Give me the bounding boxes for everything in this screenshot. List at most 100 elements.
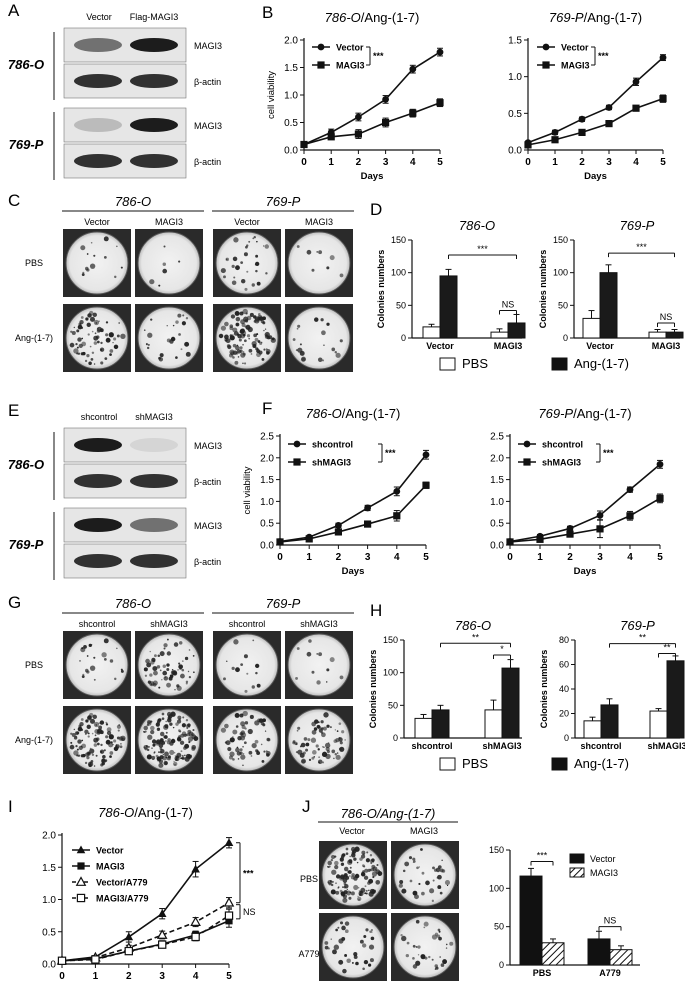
bar [414, 717, 433, 739]
colony [237, 356, 240, 358]
colony [108, 332, 114, 338]
data-point [276, 538, 284, 546]
cell-line-label: 786-O [8, 57, 44, 72]
colony [185, 317, 189, 320]
colony [261, 357, 265, 361]
data-point [393, 487, 401, 495]
colony [320, 318, 324, 322]
colony [166, 638, 169, 641]
colony [149, 279, 155, 285]
colony [369, 958, 374, 963]
colony [418, 866, 420, 868]
colony [93, 335, 99, 341]
dish [287, 633, 351, 697]
data-point [57, 956, 67, 965]
data-point [506, 538, 514, 546]
colony [238, 338, 242, 342]
colony [161, 740, 166, 745]
culture-dish [63, 304, 131, 372]
colony [143, 746, 146, 749]
colony [295, 742, 298, 746]
colony [165, 740, 167, 742]
y-tick-label: 1.5 [508, 36, 522, 47]
colony [261, 759, 265, 763]
colony [164, 676, 167, 678]
colony [77, 324, 83, 330]
colony [98, 725, 103, 730]
colony [99, 347, 105, 352]
colony [235, 352, 239, 355]
sig-label: NS [604, 916, 617, 926]
data-point [409, 109, 417, 117]
colony [438, 930, 441, 933]
colony [146, 346, 150, 350]
y-tick-label: 50 [396, 300, 406, 310]
x-axis-label: Days [342, 566, 365, 577]
colony [176, 719, 182, 724]
colony [162, 670, 168, 676]
colony [320, 720, 324, 724]
colony [255, 269, 258, 273]
data-point [191, 864, 200, 873]
colony [339, 746, 345, 752]
colony [421, 891, 425, 896]
y-axis-label: cell viability [266, 71, 277, 119]
colony [77, 726, 83, 732]
colony [149, 650, 151, 653]
colony [87, 735, 90, 738]
colony [84, 359, 88, 363]
y-tick-label: 1.5 [284, 63, 298, 74]
colony [251, 742, 257, 749]
colony [371, 931, 373, 933]
colony [334, 753, 337, 756]
colony [420, 954, 426, 960]
series-line [279, 454, 427, 543]
panel-label: G [8, 593, 21, 612]
colony [91, 753, 95, 757]
colony [256, 240, 258, 243]
colony [317, 721, 320, 724]
colony [174, 755, 177, 757]
colony [338, 959, 344, 965]
colony [192, 655, 195, 657]
cell-line-label: 786-O [8, 457, 44, 472]
data-point [224, 911, 234, 920]
y-tick-label: 150 [489, 845, 504, 855]
chart-I: I 786-O/Ang-(1-7) 0.0 0.5 1.0 1.5 2.0 0 1 2 3 4 5 Vec… [8, 797, 256, 982]
colony [229, 737, 235, 743]
x-tick-label: 1 [93, 971, 99, 982]
colony [399, 880, 404, 884]
colony [353, 857, 357, 861]
colony [99, 720, 105, 725]
band-label: MAGI3 [194, 121, 222, 131]
colony [98, 320, 100, 322]
legend-label: shcontrol [312, 440, 353, 450]
colony [251, 283, 255, 287]
data-point [578, 115, 586, 123]
band-label: β-actin [194, 557, 221, 567]
column-label: shMAGI3 [300, 619, 338, 629]
protein-band [74, 38, 122, 52]
colony [74, 731, 79, 736]
colony [335, 882, 337, 884]
colony [300, 742, 306, 748]
colony [348, 896, 352, 900]
sig-label: *** [385, 448, 396, 458]
colony [89, 665, 96, 671]
colony [162, 262, 167, 267]
y-tick-label: 1.5 [490, 475, 504, 486]
colony [180, 348, 183, 351]
x-tick-label: 5 [423, 552, 429, 563]
colony [223, 275, 226, 279]
y-tick-label: 0 [393, 733, 398, 743]
colony [75, 745, 78, 748]
band-label: MAGI3 [194, 441, 222, 451]
colony [333, 739, 338, 743]
colony [220, 268, 226, 274]
y-tick-label: 1.0 [508, 72, 522, 83]
colony [120, 743, 122, 745]
sig-label: *** [373, 51, 384, 61]
colony [89, 316, 96, 322]
colony [354, 873, 360, 879]
